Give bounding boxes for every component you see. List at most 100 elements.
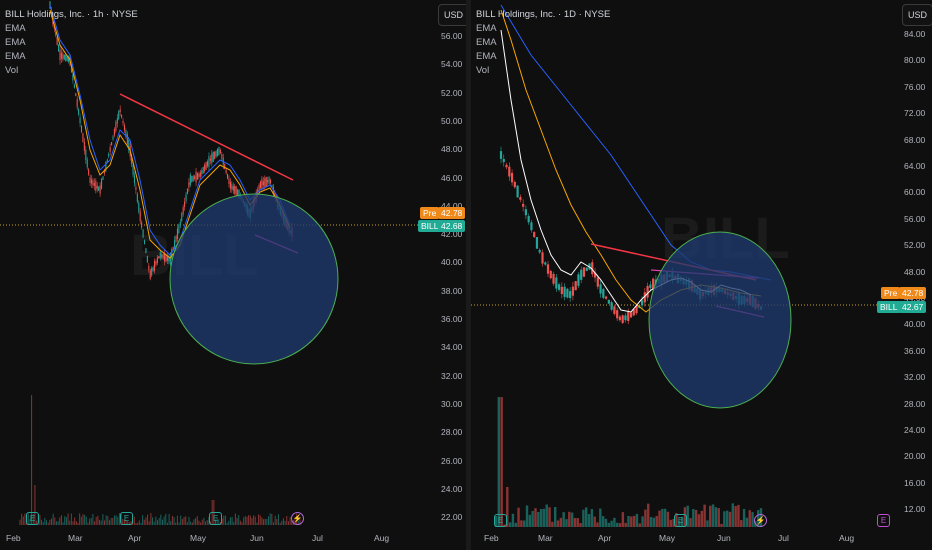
candle-body: [89, 177, 91, 183]
volume-bar: [751, 512, 754, 527]
candle-body: [271, 184, 273, 187]
candle-body: [65, 54, 67, 61]
candle-body: [138, 202, 140, 212]
earnings-icon[interactable]: E: [674, 514, 687, 527]
volume-bar: [548, 507, 551, 527]
volume-bar: [274, 515, 276, 525]
volume-bar: [59, 517, 61, 525]
price-tick-label: 38.00: [441, 285, 463, 296]
volume-bar: [201, 519, 203, 525]
candle-body: [111, 141, 113, 146]
volume-bar: [107, 516, 109, 525]
volume-bar: [720, 523, 723, 527]
candle-body: [135, 187, 137, 190]
price-tick-label: 44.00: [441, 200, 463, 211]
volume-bar: [281, 520, 283, 525]
volume-bar: [170, 521, 172, 525]
volume-bar: [157, 520, 159, 525]
price-tick-label: 52.00: [441, 87, 463, 98]
volume-bar: [737, 504, 740, 527]
chart-pane-hourly[interactable]: BILL BILL Holdings, Inc. · 1h · NYSE EMA…: [0, 0, 470, 550]
pane-divider[interactable]: [466, 0, 471, 550]
indicator-ema-3[interactable]: EMA: [476, 51, 497, 62]
candle-body: [99, 185, 101, 194]
indicator-volume[interactable]: Vol: [476, 65, 490, 76]
lightning-icon[interactable]: ⚡: [291, 512, 304, 525]
hourly-chart-canvas[interactable]: BILL: [0, 0, 466, 550]
volume-bar: [697, 514, 701, 527]
lightning-icon[interactable]: ⚡: [754, 514, 767, 527]
volume-bar: [99, 519, 101, 525]
earnings-icon[interactable]: E: [494, 514, 507, 527]
candle-body: [237, 189, 239, 196]
volume-bar: [284, 520, 286, 525]
currency-button[interactable]: USD: [902, 4, 932, 26]
volume-bar: [24, 513, 26, 525]
candle-body: [591, 262, 594, 275]
candle-body: [152, 266, 154, 271]
candle-body: [194, 176, 196, 179]
indicator-volume[interactable]: Vol: [5, 65, 19, 76]
candle-body: [123, 125, 126, 131]
volume-bar: [264, 518, 266, 525]
candle-body: [552, 273, 555, 284]
price-tick-label: 40.00: [904, 319, 926, 330]
earnings-icon[interactable]: E: [26, 512, 39, 525]
volume-bar: [734, 506, 737, 527]
volume-bar: [42, 521, 44, 525]
indicator-ema-3[interactable]: EMA: [5, 51, 26, 62]
currency-button[interactable]: USD: [438, 4, 470, 26]
indicator-ema-2[interactable]: EMA: [476, 37, 497, 48]
candle-body: [227, 173, 229, 179]
volume-bar: [181, 518, 183, 525]
volume-bar: [259, 515, 261, 525]
price-tick-label: 24.00: [904, 425, 926, 435]
volume-bar: [234, 513, 236, 525]
indicator-ema-2[interactable]: EMA: [5, 37, 26, 48]
candle-body: [164, 252, 166, 262]
volume-bar: [77, 522, 79, 525]
volume-bar: [216, 517, 218, 525]
volume-bar: [94, 521, 96, 525]
candle-body: [268, 176, 270, 185]
volume-bar: [147, 514, 149, 525]
indicator-ema-1[interactable]: EMA: [5, 23, 26, 34]
daily-chart-canvas[interactable]: BILL: [471, 0, 932, 550]
volume-bar: [39, 514, 41, 525]
volume-bar: [229, 517, 231, 525]
volume-bar: [180, 515, 182, 525]
candle-body: [159, 252, 161, 259]
earnings-icon[interactable]: E: [209, 512, 222, 525]
volume-bar: [105, 515, 107, 525]
chart-pane-daily[interactable]: BILL BILL Holdings, Inc. · 1D · NYSE EMA…: [471, 0, 932, 550]
volume-bar: [185, 516, 187, 525]
volume-bar: [137, 522, 139, 525]
candle-body: [544, 262, 547, 265]
candle-body: [516, 185, 519, 198]
candle-body: [508, 166, 511, 177]
candle-body: [199, 172, 201, 177]
indicator-ema-1[interactable]: EMA: [476, 23, 497, 34]
candle-body: [112, 136, 114, 140]
candle-body: [499, 151, 503, 159]
volume-bar: [534, 508, 537, 527]
candle-body: [155, 261, 157, 265]
price-tick-label: 76.00: [904, 81, 926, 92]
price-tick-label: 46.00: [441, 172, 463, 183]
price-tick-label: 16.00: [904, 477, 926, 488]
price-tick-label: 64.00: [904, 161, 926, 171]
time-tick-label: Feb: [6, 533, 21, 543]
candle-body: [624, 315, 627, 321]
candle-body: [128, 139, 130, 151]
volume-bar: [585, 507, 588, 527]
price-tick-label: 28.00: [441, 427, 463, 438]
earnings-icon[interactable]: E: [120, 512, 133, 525]
candle-body: [549, 270, 552, 279]
volume-bar: [678, 521, 681, 527]
time-tick-label: Mar: [538, 533, 553, 543]
volume-bar: [725, 510, 729, 527]
volume-bar: [282, 518, 284, 525]
volume-bar: [95, 516, 97, 525]
earnings-upcoming-icon[interactable]: E: [877, 514, 890, 527]
volume-bar: [195, 518, 197, 525]
